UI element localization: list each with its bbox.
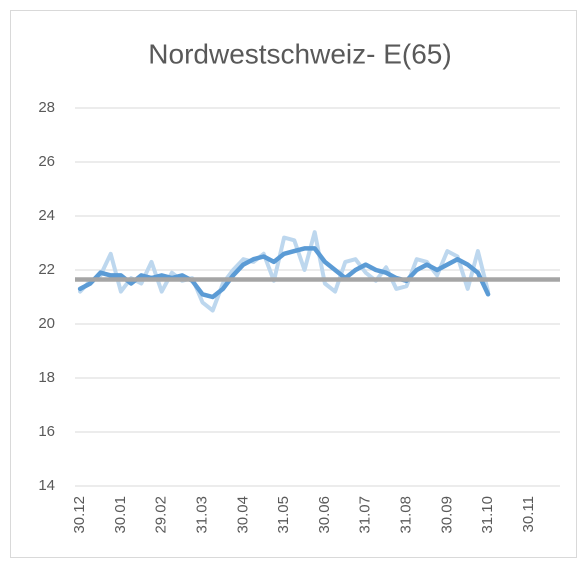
x-tick-label: 30.09 (438, 496, 455, 534)
x-tick-label: 31.03 (193, 496, 210, 534)
y-tick-label: 24 (38, 207, 55, 224)
x-tick-label: 30.12 (71, 496, 88, 534)
x-tick-label: 30.06 (316, 496, 333, 534)
x-tick-label: 29.02 (153, 496, 170, 534)
y-tick-label: 18 (38, 369, 55, 386)
chart-title: Nordwestschweiz- E(65) (148, 38, 451, 69)
y-tick-label: 20 (38, 315, 55, 332)
x-tick-label: 30.04 (234, 496, 251, 534)
y-tick-label: 14 (38, 477, 55, 494)
x-tick-label: 30.01 (112, 496, 129, 534)
data-line (78, 230, 491, 313)
y-tick-label: 26 (38, 153, 55, 170)
y-tick-label: 16 (38, 423, 55, 440)
x-tick-label: 30.11 (520, 496, 537, 532)
x-tick-label: 31.07 (357, 496, 374, 534)
x-tick-label: 31.05 (275, 496, 292, 534)
y-tick-label: 28 (38, 99, 55, 116)
y-tick-label: 22 (38, 261, 55, 278)
chart-border (10, 10, 577, 558)
x-tick-label: 31.10 (479, 496, 496, 534)
x-tick-label: 31.08 (397, 496, 414, 534)
